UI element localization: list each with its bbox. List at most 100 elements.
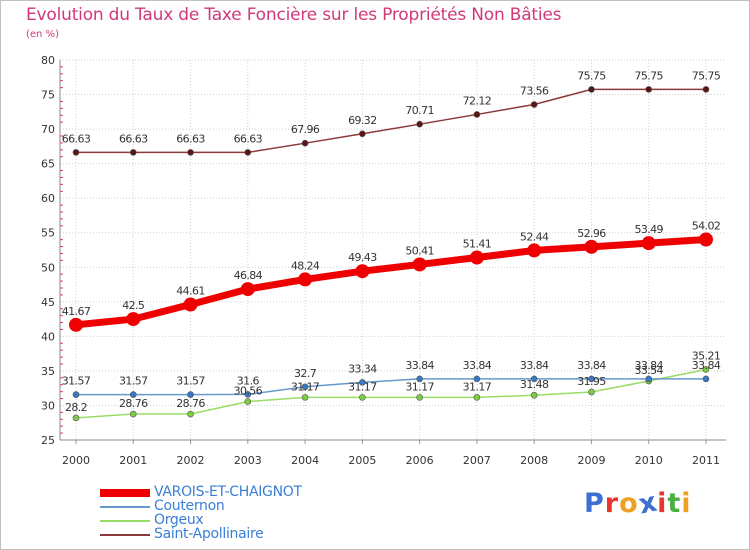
data-point [69,317,83,332]
data-label: 31.6 [237,374,260,387]
data-point [530,391,538,399]
labels-couternon: 31.57 31.57 31.57 31.632.7 33.34 33.84 33.84 33… [62,359,722,388]
labels-saint-apollinaire: 66.63 66.63 66.63 66.63 67.96 69.32 70.71 72.12… [62,69,722,145]
data-point [72,149,80,156]
data-point [527,243,542,258]
y-tick-label: 30 [41,399,55,412]
labels-varois-et-chaignot: 41.67 42.5 44.61 46.84 48.24 49.43 50.41 51.41 5… [62,219,721,317]
data-label: 53.49 [634,223,663,236]
x-tick-label: 2010 [635,454,663,467]
data-label: 33.84 [405,359,434,372]
data-point [244,149,252,156]
data-point [72,414,80,422]
data-label: 28.76 [176,397,205,410]
data-label: 66.63 [119,132,148,145]
data-label: 75.75 [634,69,663,82]
data-label: 51.41 [463,238,492,251]
data-label: 54.02 [692,219,721,232]
series-line [76,88,706,154]
data-point [530,375,538,383]
plot-area [60,60,724,440]
data-point [240,282,255,297]
data-point [187,149,194,156]
data-label: 31.17 [348,380,377,393]
y-tick-label: 25 [41,434,55,447]
data-label: 66.63 [62,132,91,145]
y-tick-label: 45 [41,296,55,309]
logo-letter: o [619,488,639,519]
data-point [301,394,309,401]
legend-label: VAROIS-ET-CHAIGNOT [154,484,302,500]
data-point [588,375,595,383]
y-tick-label: 65 [41,158,55,171]
data-label: 70.71 [405,104,434,117]
data-point [187,410,194,418]
data-label: 52.44 [520,230,549,243]
data-label: 33.54 [634,364,663,377]
x-tick-label: 2000 [62,454,90,467]
data-label: 66.63 [176,132,205,145]
proxiti-logo: Proxiti [584,486,692,520]
data-point [355,264,370,279]
x-tick-label: 2001 [119,454,147,467]
data-point [702,86,710,93]
legend-label: Orgeux [154,512,204,528]
data-point [129,410,137,418]
data-point [645,375,653,383]
x-tick-label: 2004 [291,454,319,467]
data-label: 33.84 [520,359,549,372]
data-point [702,375,710,383]
data-label: 35.21 [692,349,721,362]
data-label: 31.57 [176,375,205,388]
data-label: 30.56 [234,385,263,398]
series-orgeux [72,366,710,422]
data-point [298,272,313,287]
x-tick-label: 2011 [692,454,720,467]
legend-swatch [100,489,150,497]
data-label: 41.67 [62,305,91,318]
logo-letter: P [584,488,605,519]
data-label: 52.96 [577,227,606,240]
data-label: 75.75 [577,69,606,82]
data-label: 33.84 [634,359,663,372]
data-point [359,379,366,386]
unit-label: (en %) [26,29,59,40]
data-point [412,257,427,272]
data-point [473,111,481,118]
data-label: 66.63 [234,132,263,145]
data-point [699,232,713,247]
data-label: 31.48 [520,378,549,391]
series-line [75,368,707,419]
series-line [76,378,706,396]
logo-letter: t [667,488,682,519]
data-label: 48.24 [291,259,320,272]
data-label: 28.2 [65,401,87,414]
legend-label: Couternon [154,498,225,514]
data-label: 31.95 [577,375,606,388]
y-tick-label: 60 [41,192,55,205]
y-tick-label: 50 [41,261,55,274]
legend-swatch [100,534,150,536]
data-point [473,375,481,383]
data-label: 49.43 [348,251,377,264]
data-point [588,86,595,93]
x-tick-label: 2002 [177,454,205,467]
x-tick-label: 2008 [520,454,548,467]
data-point [244,398,252,405]
x-tick-label: 2009 [577,454,605,467]
data-point [187,391,194,398]
logo-letter: i [681,488,692,519]
logo-letter: i [657,488,668,519]
data-label: 33.84 [463,359,492,372]
y-tick-label: 80 [41,54,55,67]
data-point [359,130,366,138]
data-label: 72.12 [463,94,492,107]
x-tick-label: 2006 [406,454,434,467]
data-label: 31.57 [119,375,148,388]
y-tick-label: 35 [41,365,55,378]
legend-label: Saint-Apollinaire [154,526,264,542]
data-label: 31.17 [405,380,434,393]
logo-letter: r [604,488,620,519]
